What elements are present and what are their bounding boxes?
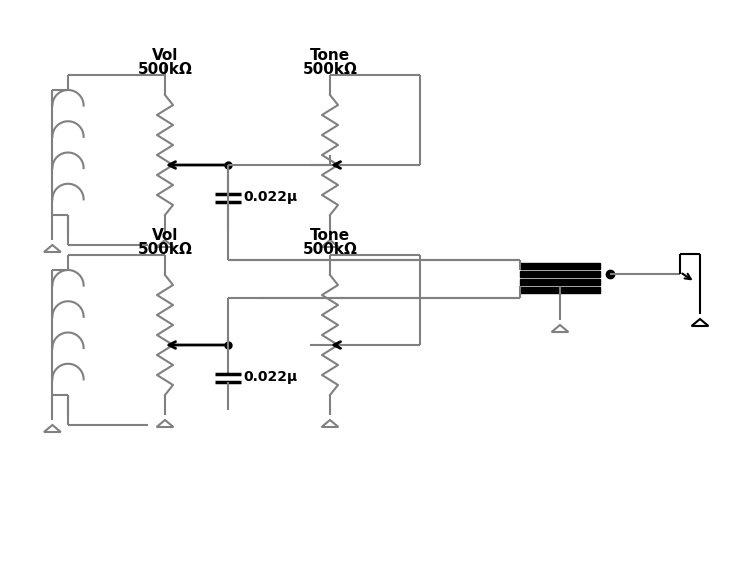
- Text: 500kΩ: 500kΩ: [138, 63, 192, 77]
- Text: 500kΩ: 500kΩ: [302, 63, 358, 77]
- Text: Tone: Tone: [310, 47, 350, 63]
- Bar: [520, 279, 600, 285]
- Bar: [520, 263, 600, 269]
- Text: Vol: Vol: [152, 47, 178, 63]
- Text: 0.022μ: 0.022μ: [243, 191, 297, 205]
- Bar: [520, 271, 600, 277]
- Text: Tone: Tone: [310, 227, 350, 243]
- Text: 0.022μ: 0.022μ: [243, 371, 297, 385]
- Text: Vol: Vol: [152, 227, 178, 243]
- Text: 500kΩ: 500kΩ: [138, 243, 192, 258]
- Text: 500kΩ: 500kΩ: [302, 243, 358, 258]
- Bar: [520, 287, 600, 293]
